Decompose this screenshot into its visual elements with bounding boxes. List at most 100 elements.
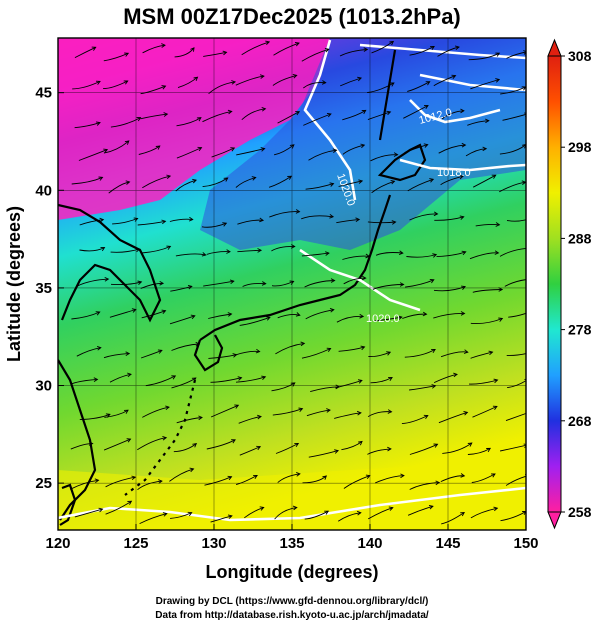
streamline	[175, 179, 197, 192]
streamline-arrowhead	[387, 446, 392, 452]
streamline	[176, 147, 202, 159]
streamline	[203, 280, 234, 287]
streamline-arrowhead	[94, 478, 100, 484]
streamline-arrowhead	[482, 146, 488, 152]
streamline-arrowhead	[227, 312, 233, 317]
streamline	[273, 42, 300, 56]
streamline	[505, 475, 526, 486]
streamline	[335, 379, 363, 389]
streamline-arrowhead	[330, 278, 336, 283]
streamline	[338, 180, 363, 187]
streamline-arrowhead	[493, 506, 499, 512]
streamline	[176, 117, 202, 127]
y-tick-label: 35	[35, 280, 52, 297]
streamline	[305, 309, 334, 320]
streamline-arrowhead	[261, 281, 267, 286]
streamline-arrowhead	[193, 76, 199, 82]
y-tick-label: 45	[35, 85, 52, 102]
streamline	[440, 175, 464, 186]
streamline	[244, 506, 264, 519]
streamline-arrowhead	[486, 447, 492, 453]
streamline	[367, 82, 395, 94]
streamline	[402, 313, 427, 319]
streamline-arrowhead	[125, 180, 131, 185]
streamline	[241, 108, 266, 121]
streamlines	[69, 40, 536, 525]
streamline-arrowhead	[532, 309, 536, 313]
streamline-arrowhead	[422, 311, 428, 317]
coastline-ryukyu	[124, 379, 197, 496]
coastline-taiwan	[59, 483, 77, 526]
streamline	[235, 177, 256, 188]
streamline	[441, 512, 465, 525]
streamline-arrowhead	[294, 42, 300, 47]
streamline-arrowhead	[251, 176, 257, 181]
streamline-arrowhead	[391, 220, 397, 225]
streamline	[370, 154, 398, 162]
streamline-arrowhead	[195, 341, 201, 347]
streamline	[171, 343, 200, 351]
streamline-arrowhead	[453, 372, 458, 378]
streamline-arrowhead	[265, 316, 271, 321]
streamline	[141, 245, 171, 254]
streamline-arrowhead	[492, 405, 498, 410]
streamline-arrowhead	[357, 76, 362, 82]
streamline	[103, 52, 129, 62]
streamline-arrowhead	[292, 505, 298, 511]
streamline-arrowhead	[265, 40, 271, 46]
streamline	[237, 249, 262, 253]
streamline-arrowhead	[423, 143, 429, 148]
isobar-north-2	[419, 73, 526, 92]
streamline	[403, 105, 429, 119]
streamline-arrowhead	[430, 45, 435, 51]
streamline	[141, 310, 166, 319]
streamline	[174, 47, 195, 58]
streamline	[308, 450, 339, 458]
streamline-arrowhead	[99, 217, 105, 223]
streamline	[142, 406, 170, 418]
streamline	[206, 439, 236, 450]
coastline-sakhalin	[378, 49, 397, 141]
streamline	[409, 482, 440, 490]
streamline	[239, 446, 261, 456]
streamline-arrowhead	[388, 506, 394, 511]
streamline	[342, 110, 366, 121]
streamline	[169, 218, 193, 222]
streamline	[301, 215, 334, 220]
x-tick-label: 130	[201, 535, 226, 552]
streamline	[334, 412, 361, 419]
streamline	[367, 448, 391, 455]
streamline	[409, 213, 438, 221]
streamline-arrowhead	[325, 251, 330, 256]
isobar-1018	[399, 158, 526, 172]
streamline	[78, 149, 108, 161]
streamline-arrowhead	[329, 182, 335, 187]
x-axis-label: Longitude (degrees)	[205, 562, 378, 582]
streamline	[272, 74, 297, 86]
streamline-arrowhead	[326, 408, 331, 413]
streamline	[407, 505, 434, 516]
streamline-arrowhead	[91, 46, 97, 51]
streamline-arrowhead	[361, 109, 367, 115]
streamline	[375, 475, 404, 484]
streamline-arrowhead	[326, 347, 332, 352]
streamline	[442, 442, 473, 454]
streamline-arrowhead	[326, 112, 332, 118]
streamline-arrowhead	[190, 47, 195, 52]
streamline-arrowhead	[386, 351, 392, 356]
streamline-arrowhead	[98, 507, 104, 513]
streamline-arrowhead	[488, 350, 494, 356]
streamline	[235, 75, 264, 86]
streamline	[236, 148, 265, 156]
streamline-arrowhead	[201, 252, 207, 257]
streamline	[339, 48, 368, 57]
streamline	[367, 221, 396, 224]
streamline-arrowhead	[137, 280, 143, 286]
streamline-arrowhead	[103, 148, 109, 153]
streamline	[336, 218, 360, 224]
y-tick-label: 30	[35, 378, 52, 395]
isobar-1020-north	[303, 39, 357, 201]
coastline-korea-china	[58, 203, 162, 323]
streamline	[404, 144, 428, 154]
streamline	[302, 475, 327, 484]
